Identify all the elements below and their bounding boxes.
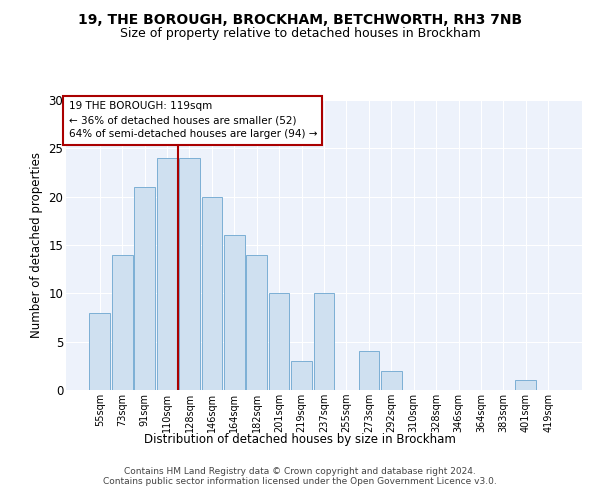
Bar <box>134 187 155 390</box>
Bar <box>247 254 267 390</box>
Bar <box>112 254 133 390</box>
Text: Contains public sector information licensed under the Open Government Licence v3: Contains public sector information licen… <box>103 478 497 486</box>
Text: 19, THE BOROUGH, BROCKHAM, BETCHWORTH, RH3 7NB: 19, THE BOROUGH, BROCKHAM, BETCHWORTH, R… <box>78 12 522 26</box>
Bar <box>314 294 334 390</box>
Text: Distribution of detached houses by size in Brockham: Distribution of detached houses by size … <box>144 432 456 446</box>
Bar <box>179 158 200 390</box>
Bar <box>359 352 379 390</box>
Text: Size of property relative to detached houses in Brockham: Size of property relative to detached ho… <box>119 28 481 40</box>
Bar <box>291 361 312 390</box>
Y-axis label: Number of detached properties: Number of detached properties <box>30 152 43 338</box>
Bar <box>381 370 401 390</box>
Text: 19 THE BOROUGH: 119sqm
← 36% of detached houses are smaller (52)
64% of semi-det: 19 THE BOROUGH: 119sqm ← 36% of detached… <box>68 102 317 140</box>
Bar <box>202 196 222 390</box>
Bar <box>157 158 178 390</box>
Bar <box>224 236 245 390</box>
Bar <box>89 312 110 390</box>
Bar <box>269 294 289 390</box>
Bar <box>515 380 536 390</box>
Text: Contains HM Land Registry data © Crown copyright and database right 2024.: Contains HM Land Registry data © Crown c… <box>124 468 476 476</box>
